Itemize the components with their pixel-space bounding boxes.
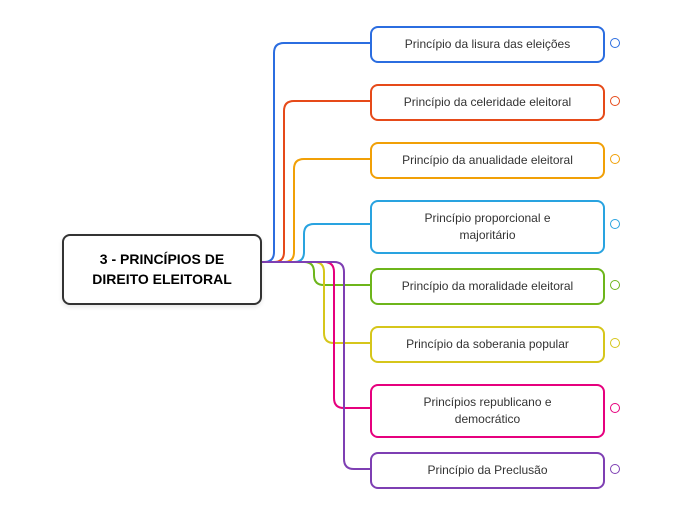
connector: [262, 43, 370, 262]
root-node: 3 - PRINCÍPIOS DEDIREITO ELEITORAL: [62, 234, 262, 305]
connector: [262, 262, 370, 343]
child-node: Princípio da celeridade eleitoral: [370, 84, 605, 121]
child-node: Princípio da lisura das eleições: [370, 26, 605, 63]
child-node: Princípio da moralidade eleitoral: [370, 268, 605, 305]
connector: [262, 262, 370, 469]
child-node: Princípios republicano edemocrático: [370, 384, 605, 438]
connector: [262, 262, 370, 408]
child-label: Princípio da lisura das eleições: [405, 36, 570, 53]
child-label: Princípio da anualidade eleitoral: [402, 152, 573, 169]
expand-marker[interactable]: [610, 338, 620, 348]
connector: [262, 159, 370, 262]
child-node: Princípio da Preclusão: [370, 452, 605, 489]
expand-marker[interactable]: [610, 464, 620, 474]
expand-marker[interactable]: [610, 154, 620, 164]
child-node: Princípio da soberania popular: [370, 326, 605, 363]
child-label: Princípio da soberania popular: [406, 336, 569, 353]
connector: [262, 262, 370, 285]
child-label: Princípio da moralidade eleitoral: [402, 278, 573, 295]
child-label: Princípio da celeridade eleitoral: [404, 94, 571, 111]
expand-marker[interactable]: [610, 38, 620, 48]
child-label: Princípio proporcional emajoritário: [424, 210, 550, 244]
expand-marker[interactable]: [610, 96, 620, 106]
child-label: Princípio da Preclusão: [427, 462, 547, 479]
child-node: Princípio proporcional emajoritário: [370, 200, 605, 254]
child-node: Princípio da anualidade eleitoral: [370, 142, 605, 179]
connector: [262, 101, 370, 262]
expand-marker[interactable]: [610, 280, 620, 290]
root-label: 3 - PRINCÍPIOS DEDIREITO ELEITORAL: [92, 251, 232, 287]
child-label: Princípios republicano edemocrático: [423, 394, 551, 428]
expand-marker[interactable]: [610, 219, 620, 229]
expand-marker[interactable]: [610, 403, 620, 413]
connector: [262, 224, 370, 262]
